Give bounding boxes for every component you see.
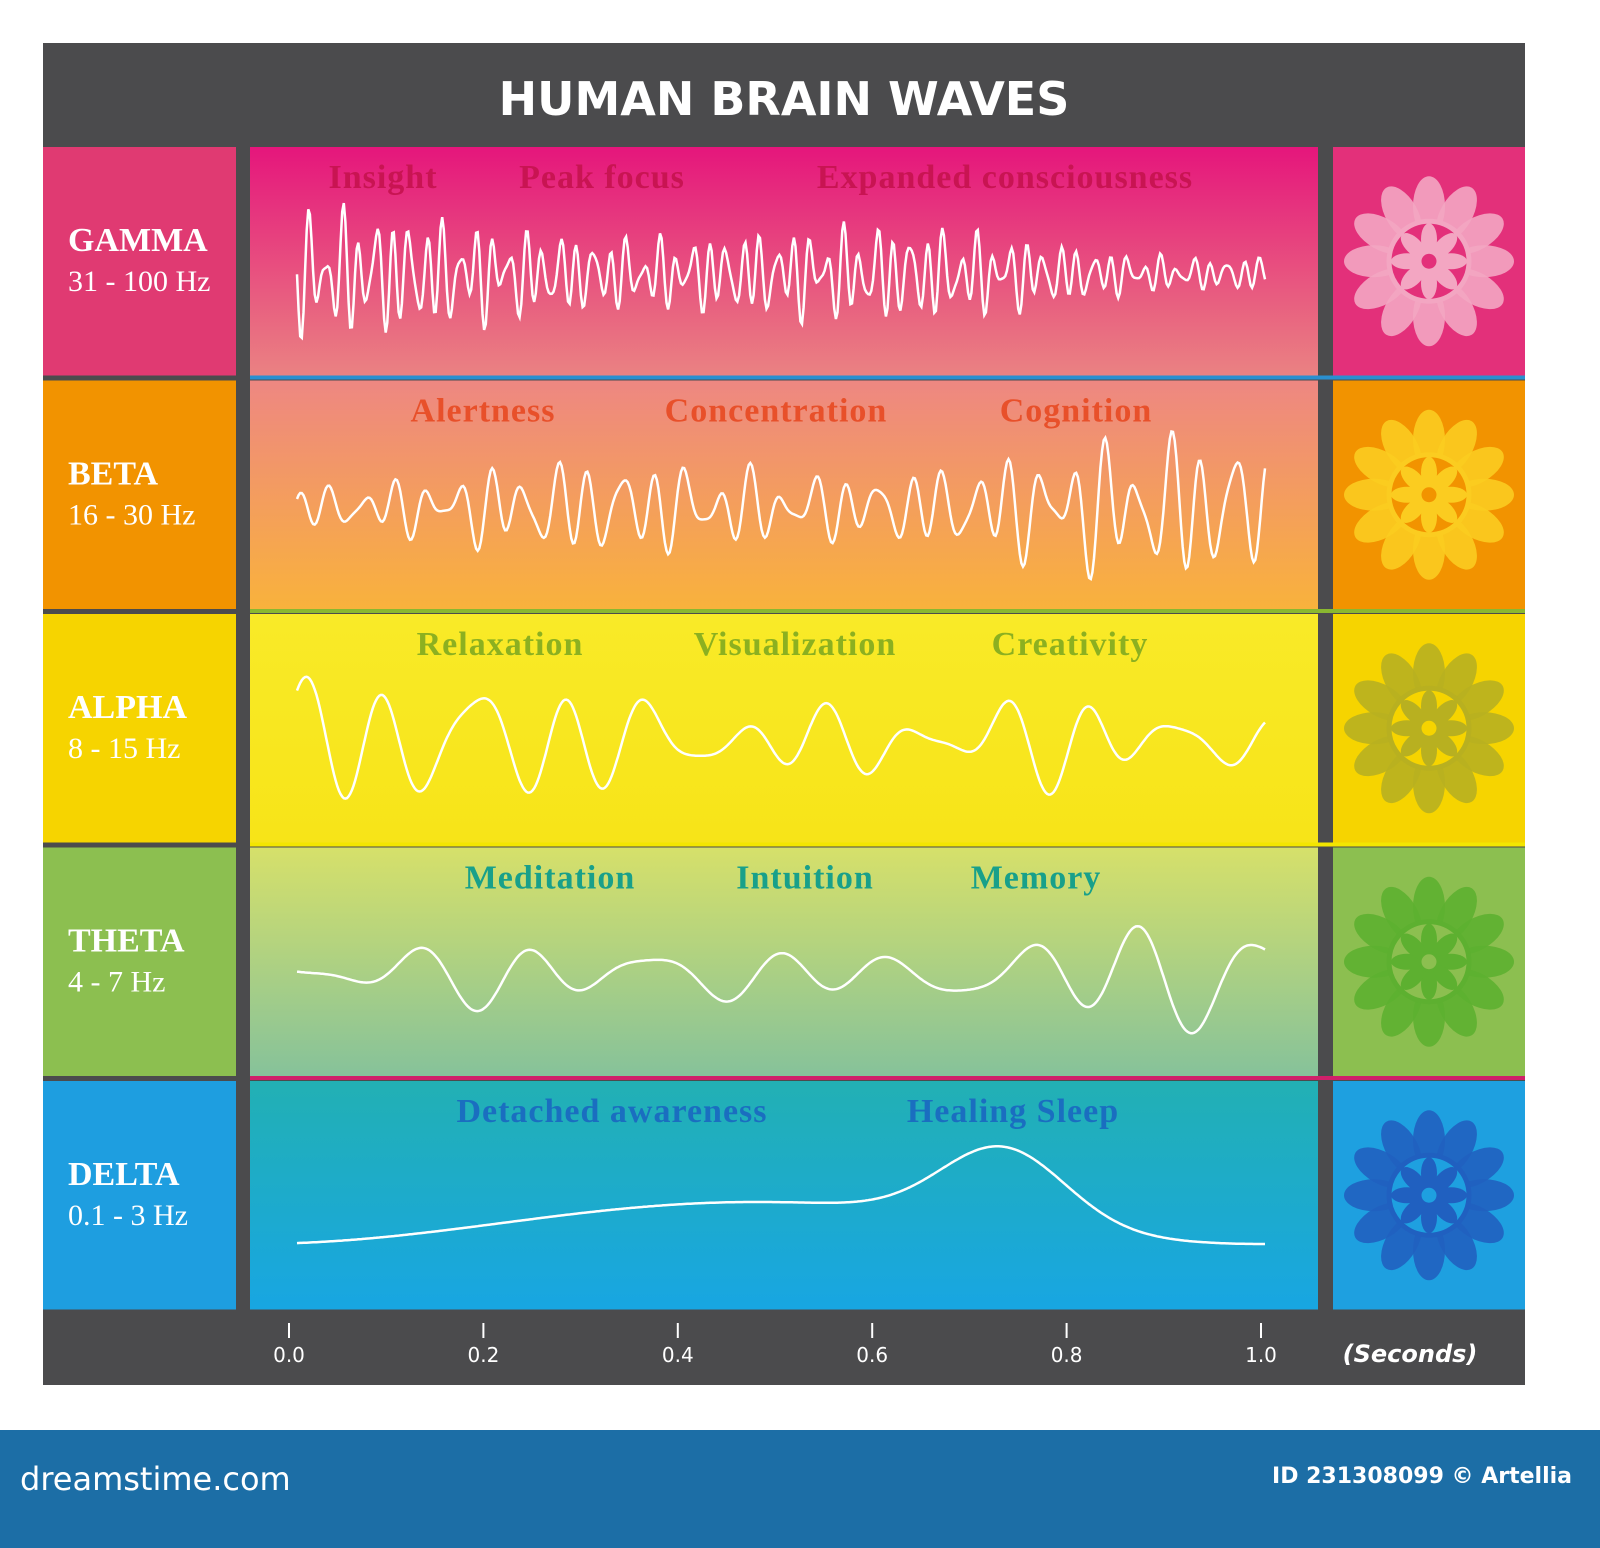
keyword: Insight xyxy=(328,159,437,196)
wave xyxy=(295,675,1266,800)
mandala-petal xyxy=(1400,1167,1427,1193)
mandala-petal xyxy=(1435,486,1467,503)
axis-tick-label: 0.8 xyxy=(1051,1343,1083,1367)
band-divider xyxy=(250,609,1525,613)
keyword: Memory xyxy=(971,860,1102,897)
mandala-petal xyxy=(1391,253,1423,270)
mandala-petal xyxy=(1431,466,1458,492)
mandala-petal xyxy=(1431,700,1458,726)
band-name: GAMMA xyxy=(68,222,208,259)
band-range: 0.1 - 3 Hz xyxy=(68,1199,188,1232)
mandala-petal xyxy=(1431,964,1458,990)
keyword: Meditation xyxy=(465,860,636,897)
mandala-petal xyxy=(1400,731,1427,757)
mandala-core xyxy=(1418,484,1440,506)
axis-tick-label: 0.2 xyxy=(467,1343,499,1367)
mandala-petal xyxy=(1400,497,1427,523)
band-left xyxy=(43,380,236,609)
band-left xyxy=(43,1081,236,1310)
keyword: Alertness xyxy=(411,393,556,430)
mandala-petal xyxy=(1421,456,1437,489)
mandala-petal xyxy=(1400,700,1427,726)
keyword: Visualization xyxy=(694,626,897,663)
band-left xyxy=(43,614,236,843)
mandala-petal xyxy=(1421,923,1437,956)
keyword: Cognition xyxy=(1000,393,1153,430)
axis-unit: (Seconds) xyxy=(1343,1340,1478,1368)
mandala-petal xyxy=(1421,690,1437,723)
keyword: Intuition xyxy=(736,860,874,897)
mandala-petal xyxy=(1435,720,1467,737)
wave xyxy=(296,1145,1265,1246)
mandala-petal xyxy=(1435,1187,1467,1204)
mandala-core xyxy=(1418,250,1440,272)
mandala-petal xyxy=(1421,734,1437,767)
band-left xyxy=(43,847,236,1076)
band-range: 16 - 30 Hz xyxy=(68,499,195,532)
mandala-petal xyxy=(1421,1201,1437,1234)
axis-tick-label: 0.4 xyxy=(662,1343,694,1367)
band-center xyxy=(250,1081,1318,1310)
band-divider xyxy=(250,375,1525,380)
mandala-petal xyxy=(1391,953,1423,970)
wave xyxy=(295,202,1267,341)
mandala-petal xyxy=(1431,233,1458,259)
mandala-petal xyxy=(1431,1198,1458,1224)
band-left xyxy=(43,147,236,376)
mandala-petal xyxy=(1431,497,1458,523)
mandala-petal xyxy=(1421,500,1437,533)
keyword: Healing Sleep xyxy=(907,1093,1119,1130)
band-name: THETA xyxy=(68,923,185,960)
mandala-petal xyxy=(1431,731,1458,757)
band-name: BETA xyxy=(68,456,159,493)
mandala-petal xyxy=(1391,1187,1423,1204)
mandala-petal xyxy=(1400,264,1427,290)
mandala-petal xyxy=(1400,933,1427,959)
mandala-petal xyxy=(1421,967,1437,1000)
mandala-petal xyxy=(1431,264,1458,290)
footer-bar xyxy=(0,1430,1600,1548)
mandala-petal xyxy=(1431,933,1458,959)
wave xyxy=(295,429,1267,582)
mandala-petal xyxy=(1400,1198,1427,1224)
mandala-petal xyxy=(1391,486,1423,503)
mandala-petal xyxy=(1421,223,1437,256)
mandala-core xyxy=(1418,951,1440,973)
footer-credit: ID 231308099 © Artellia xyxy=(1272,1464,1572,1489)
axis-tick-label: 0.6 xyxy=(856,1343,888,1367)
mandala-core xyxy=(1418,717,1440,739)
keyword: Relaxation xyxy=(417,626,584,663)
title: HUMAN BRAIN WAVES xyxy=(499,72,1070,126)
mandala-petal xyxy=(1400,233,1427,259)
keyword: Peak focus xyxy=(519,159,685,196)
keyword: Expanded consciousness xyxy=(817,159,1193,196)
keyword: Concentration xyxy=(665,393,888,430)
band-center xyxy=(250,614,1318,843)
band-center xyxy=(250,847,1318,1076)
mandala-petal xyxy=(1435,253,1467,270)
band-divider xyxy=(250,1076,1525,1080)
band-divider xyxy=(250,842,1525,847)
keyword: Detached awareness xyxy=(456,1093,767,1130)
mandala-core xyxy=(1418,1184,1440,1206)
band-name: DELTA xyxy=(68,1156,180,1193)
mandala-petal xyxy=(1421,1157,1437,1190)
mandala-petal xyxy=(1421,267,1437,300)
mandala-petal xyxy=(1391,720,1423,737)
axis-tick-label: 1.0 xyxy=(1245,1343,1277,1367)
band-range: 4 - 7 Hz xyxy=(68,966,165,999)
mandala-petal xyxy=(1431,1167,1458,1193)
wave xyxy=(296,924,1266,1035)
band-range: 31 - 100 Hz xyxy=(68,265,210,298)
mandala-petal xyxy=(1435,953,1467,970)
keyword: Creativity xyxy=(992,626,1149,663)
footer-site: dreamstime.com xyxy=(20,1460,291,1498)
band-range: 8 - 15 Hz xyxy=(68,732,180,765)
axis-tick-label: 0.0 xyxy=(273,1343,305,1367)
band-name: ALPHA xyxy=(68,689,187,726)
band-center xyxy=(250,147,1318,376)
mandala-petal xyxy=(1400,466,1427,492)
mandala-petal xyxy=(1400,964,1427,990)
